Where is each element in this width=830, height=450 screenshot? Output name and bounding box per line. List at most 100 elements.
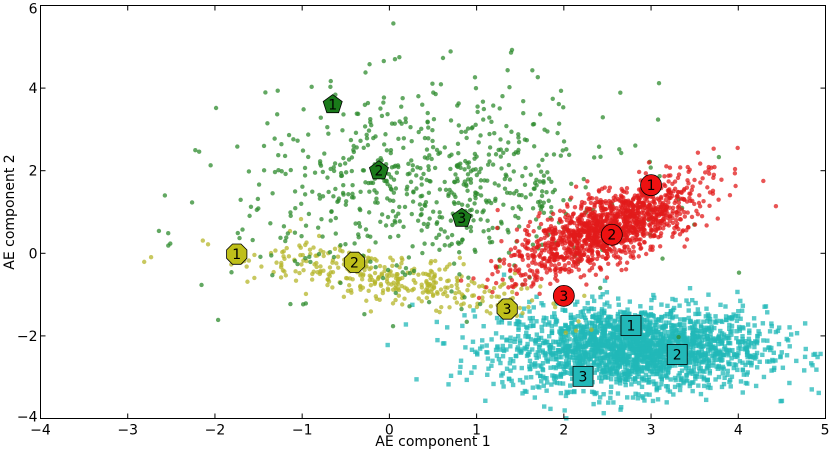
labeled-marker: 3 bbox=[496, 298, 518, 320]
data-point bbox=[672, 179, 678, 184]
data-point bbox=[553, 322, 558, 327]
data-point bbox=[694, 374, 700, 379]
data-point bbox=[511, 151, 517, 157]
data-point bbox=[587, 320, 592, 325]
data-point bbox=[283, 171, 288, 177]
data-point bbox=[719, 337, 724, 342]
data-point bbox=[635, 336, 640, 341]
data-point bbox=[365, 100, 371, 106]
data-point bbox=[713, 377, 718, 382]
data-point bbox=[453, 291, 458, 296]
data-point bbox=[747, 344, 752, 349]
data-point bbox=[673, 363, 678, 368]
data-point bbox=[741, 326, 746, 331]
data-point bbox=[407, 171, 412, 176]
data-point bbox=[575, 236, 581, 242]
data-point bbox=[698, 333, 703, 339]
data-point bbox=[705, 377, 710, 382]
data-point bbox=[621, 345, 626, 350]
labeled-marker: 2 bbox=[666, 344, 688, 365]
data-point bbox=[669, 326, 674, 332]
data-point bbox=[658, 196, 664, 201]
data-point bbox=[565, 353, 570, 358]
data-point bbox=[649, 361, 654, 366]
data-point bbox=[696, 383, 701, 388]
data-point bbox=[550, 96, 555, 101]
data-point bbox=[552, 263, 558, 268]
data-point bbox=[629, 364, 634, 370]
data-point bbox=[614, 369, 619, 375]
data-point bbox=[434, 147, 440, 153]
labeled-marker: 1 bbox=[226, 243, 248, 265]
data-point bbox=[549, 205, 554, 210]
marker-label: 1 bbox=[627, 319, 636, 335]
data-point bbox=[615, 254, 621, 259]
data-point bbox=[554, 374, 560, 379]
data-point bbox=[480, 298, 485, 304]
data-point bbox=[803, 346, 808, 352]
data-point bbox=[292, 258, 298, 264]
data-point bbox=[695, 150, 701, 155]
pentagon-marker bbox=[451, 207, 472, 227]
data-point bbox=[653, 322, 658, 327]
data-point bbox=[729, 332, 734, 337]
data-point bbox=[578, 275, 583, 280]
data-point bbox=[589, 231, 595, 236]
data-point bbox=[566, 260, 571, 266]
data-point bbox=[544, 190, 549, 195]
data-point bbox=[482, 178, 487, 183]
data-point bbox=[422, 202, 427, 208]
data-point bbox=[514, 347, 520, 352]
data-point bbox=[754, 339, 759, 345]
data-point bbox=[705, 385, 711, 390]
data-point bbox=[617, 260, 623, 265]
data-point bbox=[365, 142, 371, 148]
data-point bbox=[690, 298, 695, 303]
data-point bbox=[696, 354, 701, 360]
data-point bbox=[700, 176, 705, 181]
data-point bbox=[635, 396, 641, 401]
data-point bbox=[769, 368, 774, 373]
data-point bbox=[734, 329, 739, 334]
data-point bbox=[366, 128, 372, 133]
data-point bbox=[546, 198, 551, 203]
data-point bbox=[436, 232, 442, 238]
data-point bbox=[572, 357, 577, 363]
data-point bbox=[316, 233, 322, 239]
data-point bbox=[754, 365, 760, 370]
data-point bbox=[400, 302, 405, 307]
data-point bbox=[558, 336, 563, 342]
data-point bbox=[706, 357, 712, 363]
data-point bbox=[480, 295, 485, 300]
data-point bbox=[433, 280, 439, 285]
cluster-points bbox=[385, 272, 823, 421]
data-point bbox=[550, 346, 556, 351]
data-point bbox=[716, 197, 721, 202]
data-point bbox=[401, 136, 407, 141]
data-point bbox=[536, 163, 541, 168]
x-tick-label: −4 bbox=[30, 423, 51, 439]
data-point bbox=[374, 190, 379, 195]
data-point bbox=[389, 282, 394, 287]
data-point bbox=[572, 232, 577, 238]
data-point bbox=[255, 196, 261, 202]
data-point bbox=[619, 150, 624, 156]
data-point bbox=[687, 285, 693, 291]
data-point bbox=[546, 176, 552, 181]
data-point bbox=[534, 234, 539, 239]
marker-label: 2 bbox=[374, 164, 383, 180]
data-point bbox=[480, 338, 485, 343]
data-point bbox=[671, 231, 676, 236]
data-point bbox=[622, 365, 628, 370]
data-point bbox=[575, 359, 580, 364]
data-point bbox=[307, 254, 312, 260]
data-point bbox=[547, 334, 552, 339]
data-point bbox=[539, 193, 545, 199]
data-point bbox=[448, 218, 454, 223]
data-point bbox=[560, 307, 565, 312]
data-point bbox=[472, 156, 477, 161]
data-point bbox=[585, 208, 591, 213]
data-point bbox=[652, 233, 657, 238]
data-point bbox=[546, 266, 552, 271]
data-point bbox=[569, 219, 575, 225]
